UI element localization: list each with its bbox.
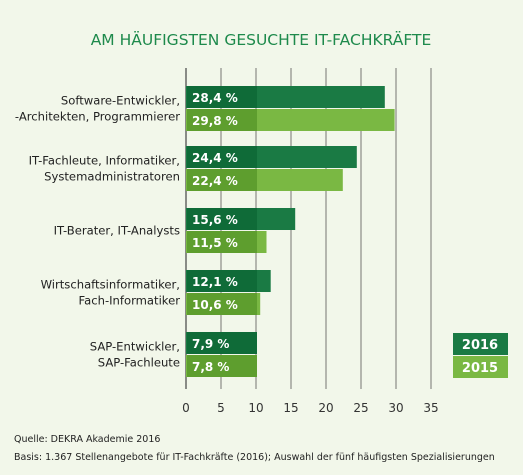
category-label: IT-Berater, IT-Analysts	[54, 224, 180, 238]
x-tick-label: 0	[182, 401, 190, 415]
x-tick-label: 15	[283, 401, 298, 415]
legend-label: 2016	[462, 338, 498, 353]
x-tick-label: 20	[318, 401, 333, 415]
legend-label: 2015	[462, 361, 498, 376]
data-label: 10,6 %	[192, 298, 238, 312]
bar-label-box	[187, 109, 257, 131]
legend-swatch-2015	[453, 356, 508, 378]
bar-label-box	[187, 169, 257, 191]
category-label: Software-Entwickler,	[61, 94, 180, 108]
category-label: -Architekten, Programmierer	[15, 110, 180, 124]
data-label: 28,4 %	[192, 91, 238, 105]
x-tick-label: 30	[388, 401, 403, 415]
x-tick-label: 5	[217, 401, 225, 415]
bar-label-box	[187, 355, 257, 377]
bar-label-box	[187, 270, 257, 292]
category-label: SAP-Fachleute	[98, 356, 180, 370]
x-tick-label: 35	[423, 401, 438, 415]
bar-label-box	[187, 293, 257, 315]
category-label: Wirtschaftsinformatiker,	[41, 278, 180, 292]
basis-note: Basis: 1.367 Stellenangebote für IT-Fach…	[14, 452, 495, 463]
data-label: 22,4 %	[192, 174, 238, 188]
data-label: 15,6 %	[192, 213, 238, 227]
chart-title: AM HÄUFIGSTEN GESUCHTE IT-FACHKRÄFTE	[91, 30, 432, 49]
bar-label-box	[187, 86, 257, 108]
category-label: IT-Fachleute, Informatiker,	[29, 154, 180, 168]
bar-label-box	[187, 332, 257, 354]
category-label: Systemadministratoren	[44, 170, 180, 184]
bar-label-box	[187, 208, 257, 230]
data-label: 24,4 %	[192, 151, 238, 165]
legend: 2016 2015	[453, 333, 508, 378]
bar-label-box	[187, 146, 257, 168]
x-tick-labels: 0 5 10 15 20 25 30 35	[182, 401, 438, 415]
x-tick-label: 25	[353, 401, 368, 415]
data-label: 11,5 %	[192, 236, 238, 250]
data-label: 12,1 %	[192, 275, 238, 289]
bars-group: 28,4 % 29,8 % 24,4 % 22,4 % 15,6 % 11,5 % 12,1…	[186, 86, 395, 377]
category-label: SAP-Entwickler,	[90, 340, 180, 354]
category-labels: Software-Entwickler, -Architekten, Progra…	[15, 94, 180, 370]
data-label: 7,8 %	[192, 360, 229, 374]
data-label: 29,8 %	[192, 114, 238, 128]
legend-swatch-2016	[453, 333, 508, 355]
x-tick-label: 10	[248, 401, 263, 415]
source-note: Quelle: DEKRA Akademie 2016	[14, 434, 160, 445]
data-label: 7,9 %	[192, 337, 229, 351]
bar-label-box	[187, 231, 257, 253]
category-label: Fach-Informatiker	[79, 294, 181, 308]
